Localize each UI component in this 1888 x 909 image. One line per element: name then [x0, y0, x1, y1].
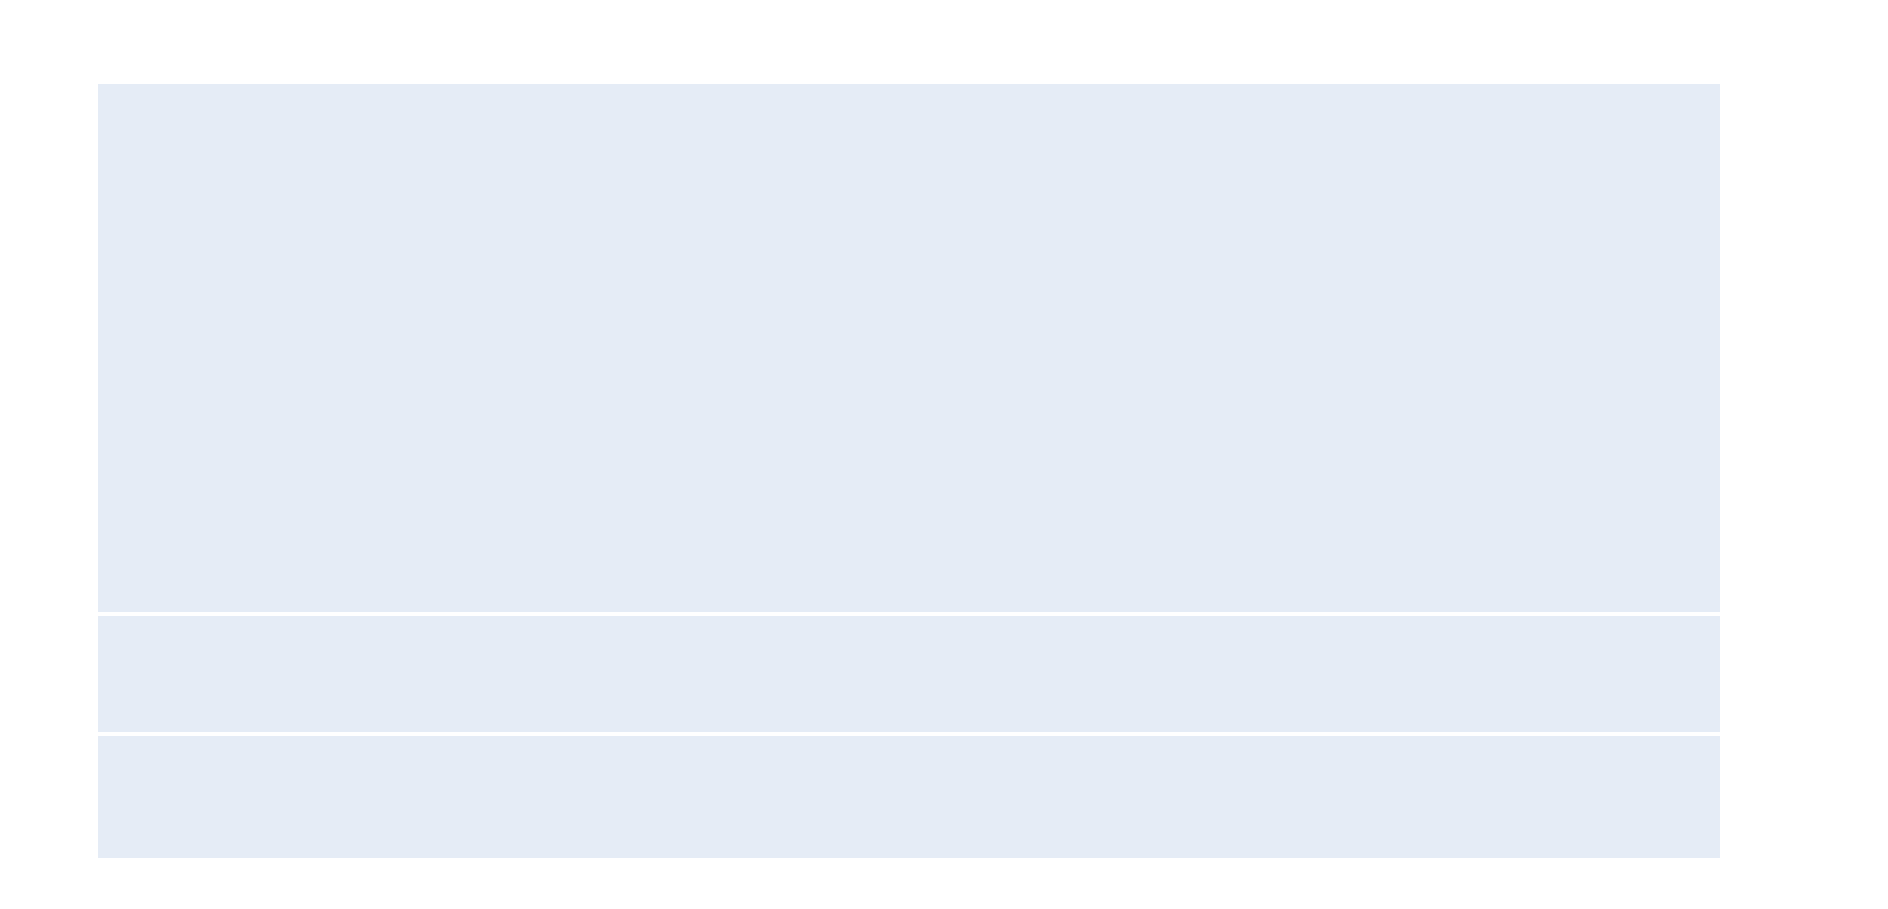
price-subplot [98, 84, 1720, 612]
price-plot-canvas [98, 84, 1720, 612]
volume-subplot [98, 616, 1720, 732]
other-plot-canvas [98, 736, 1720, 858]
volume-plot-canvas [98, 616, 1720, 732]
other-subplot [98, 736, 1720, 858]
